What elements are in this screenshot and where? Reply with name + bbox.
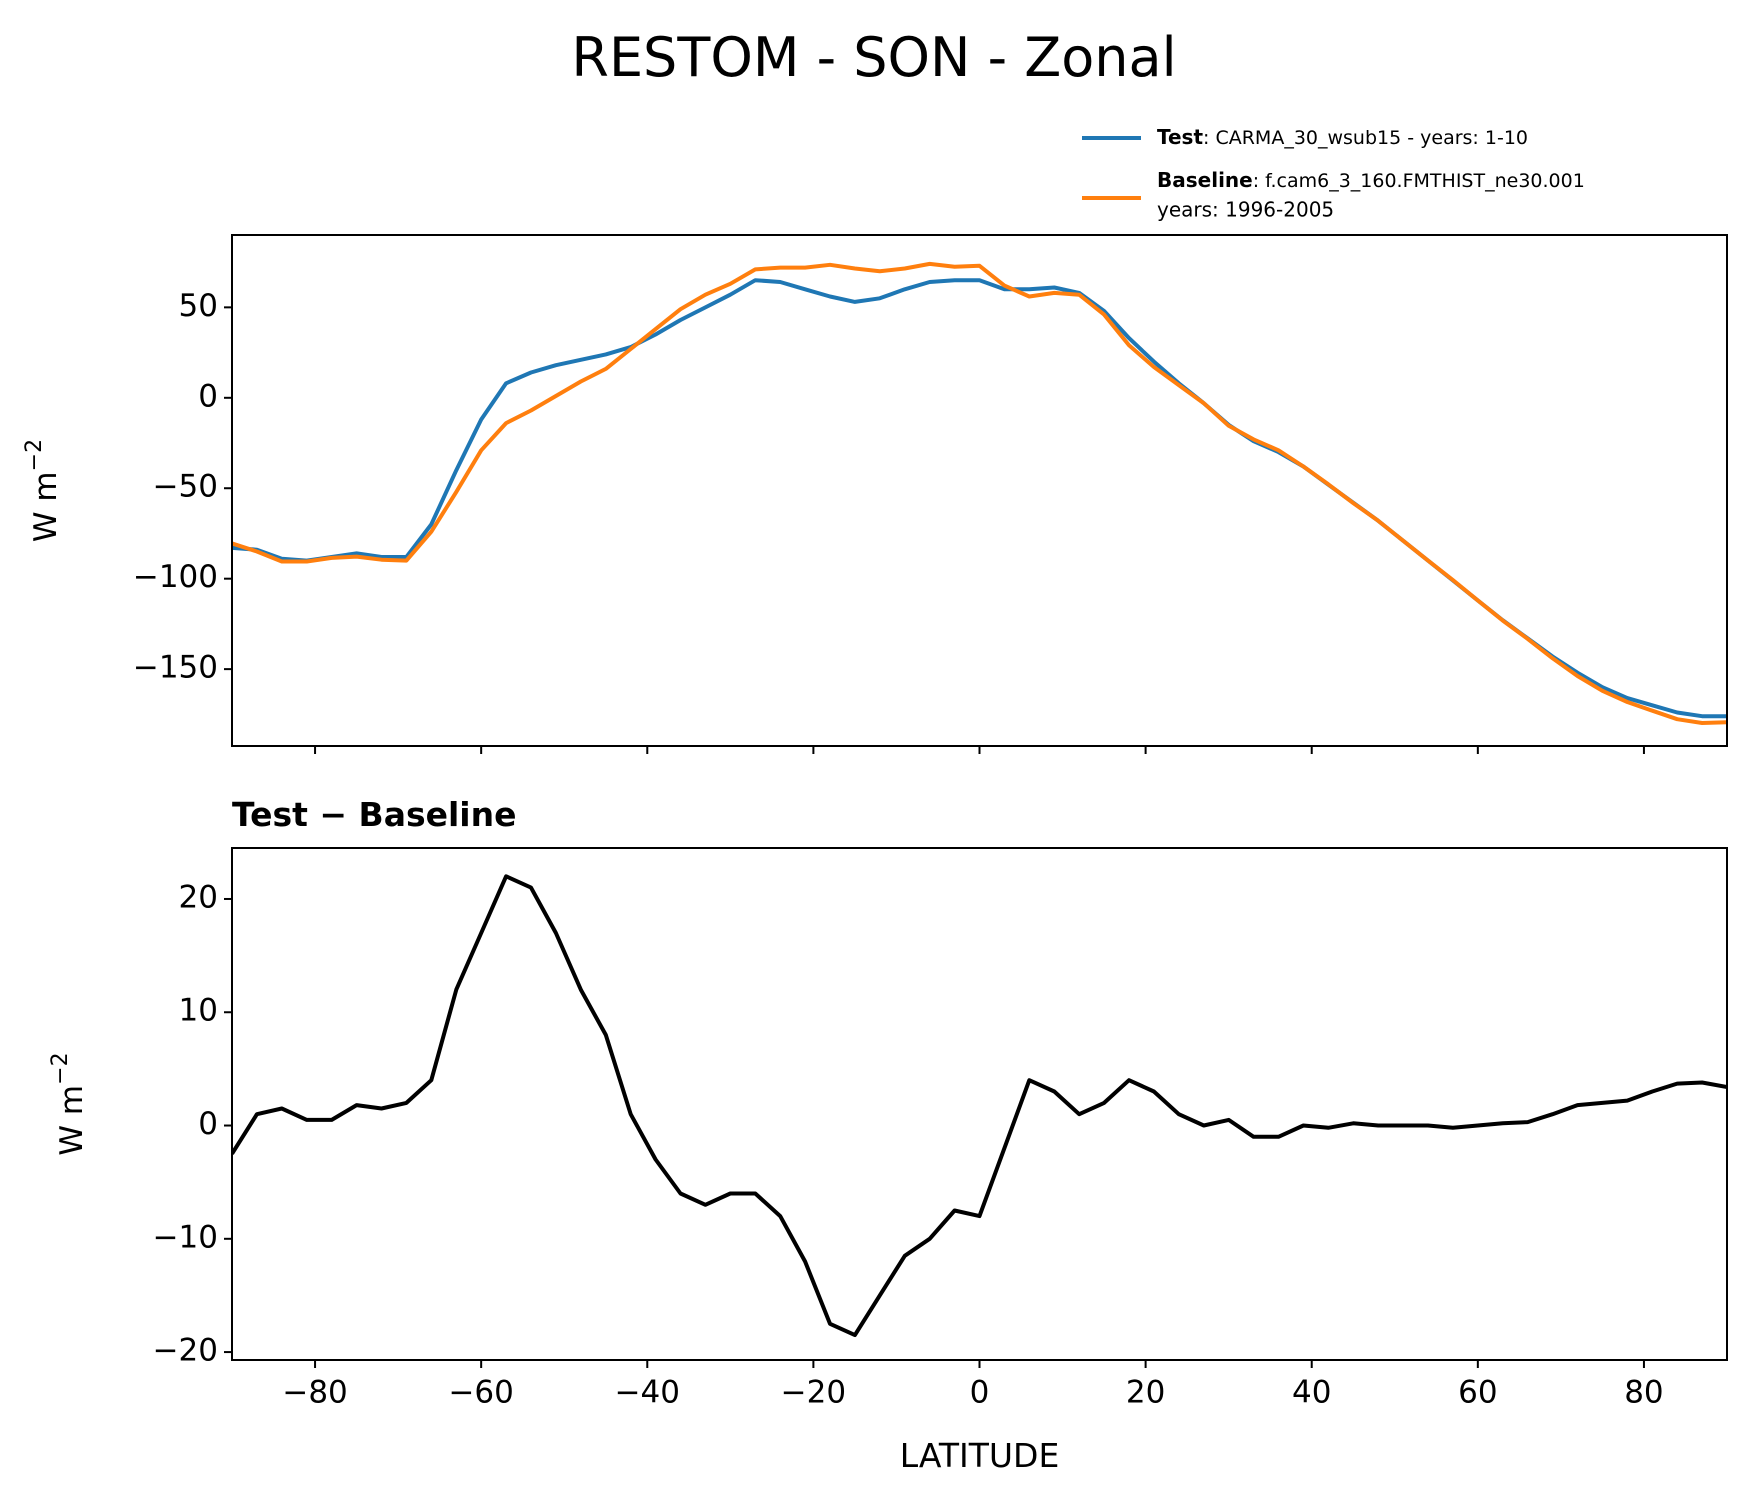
series-line <box>232 261 1727 725</box>
y-axis-label-text: W m <box>28 471 64 542</box>
axes-frame <box>231 847 1728 1361</box>
y-tick-label: 20 <box>179 879 218 915</box>
legend-detail: : CARMA_30_wsub15 - years: 1-10 <box>1203 127 1528 149</box>
y-tick-label: −50 <box>153 469 218 505</box>
y-tick-label: −100 <box>133 559 218 595</box>
x-tick-label: 40 <box>1292 1375 1331 1411</box>
x-tick-label: −40 <box>615 1375 680 1411</box>
legend-label: Test: CARMA_30_wsub15 - years: 1-10 <box>1157 125 1528 149</box>
x-tick-label: −60 <box>448 1375 513 1411</box>
x-tick-label: 20 <box>1126 1375 1165 1411</box>
y-axis-label: W m−2 <box>22 439 64 542</box>
legend-detail: : f.cam6_3_160.FMTHIST_ne30.001 <box>1253 170 1585 192</box>
x-tick-label: 80 <box>1624 1375 1663 1411</box>
legend-name: Baseline <box>1157 168 1253 192</box>
y-tick-label: −20 <box>153 1333 218 1369</box>
axes-frame <box>231 234 1728 747</box>
legend-label: Baseline: f.cam6_3_160.FMTHIST_ne30.001 <box>1157 168 1585 192</box>
y-tick-label: −10 <box>153 1219 218 1255</box>
x-tick-label: 60 <box>1458 1375 1497 1411</box>
x-tick-label: −80 <box>282 1375 347 1411</box>
legend-label-line2: years: 1996-2005 <box>1157 198 1334 222</box>
y-axis-label-exponent: −2 <box>22 439 47 471</box>
y-tick-label: 50 <box>179 288 218 324</box>
y-tick-label: −150 <box>133 650 218 686</box>
y-tick-label: 10 <box>179 993 218 1029</box>
x-tick-label: −20 <box>781 1375 846 1411</box>
y-axis-label-text: W m <box>54 1085 90 1156</box>
series-line <box>232 874 1727 1338</box>
x-axis-label: LATITUDE <box>900 1436 1060 1475</box>
y-axis-label-exponent: −2 <box>48 1052 73 1084</box>
legend-name: Test <box>1157 125 1203 149</box>
y-tick-label: 0 <box>198 1106 218 1142</box>
y-tick-label: 0 <box>198 378 218 414</box>
figure-title: RESTOM - SON - Zonal <box>571 26 1176 89</box>
subplot-title: Test − Baseline <box>232 795 517 834</box>
y-axis-label: W m−2 <box>48 1052 90 1155</box>
series-line <box>232 278 1727 719</box>
x-tick-label: 0 <box>970 1375 990 1411</box>
